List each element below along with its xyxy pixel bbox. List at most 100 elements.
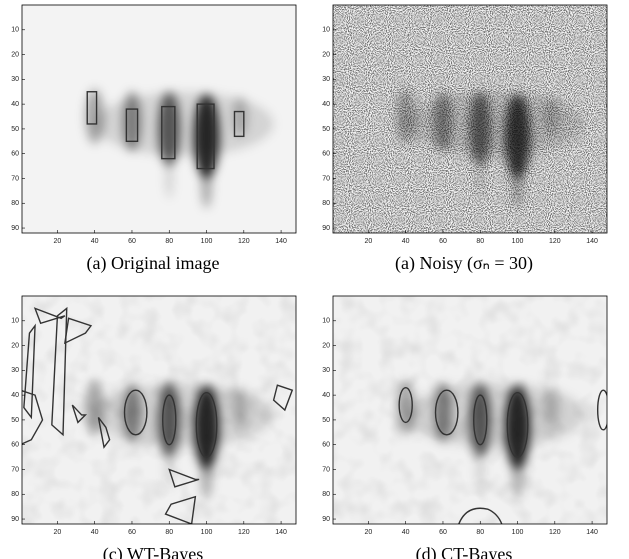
caption: (c) WT-Bayes (103, 544, 203, 559)
y-tick-label: 10 (322, 318, 330, 325)
x-tick-label: 100 (201, 238, 213, 245)
y-tick-label: 10 (322, 27, 330, 34)
x-tick-label: 40 (402, 529, 410, 536)
y-tick-label: 40 (322, 392, 330, 399)
contour (506, 391, 529, 458)
x-tick-label: 60 (439, 529, 447, 536)
mottle (22, 296, 296, 524)
y-tick-label: 30 (11, 76, 19, 83)
contour (23, 323, 36, 420)
contour (196, 103, 215, 170)
y-tick-label: 90 (322, 516, 330, 523)
y-tick-label: 80 (11, 200, 19, 207)
contour (22, 390, 44, 445)
y-tick-label: 40 (11, 101, 19, 108)
contour (473, 394, 488, 446)
contour (162, 394, 177, 446)
contour (164, 495, 197, 524)
y-tick-label: 20 (322, 342, 330, 349)
x-tick-label: 140 (586, 238, 598, 245)
x-tick-label: 140 (586, 529, 598, 536)
contour (33, 307, 66, 325)
x-tick-label: 80 (165, 238, 173, 245)
x-tick-label: 40 (91, 529, 99, 536)
y-tick-label: 90 (11, 225, 19, 232)
x-tick-label: 120 (549, 238, 561, 245)
contour (123, 389, 148, 436)
caption: (a) Noisy (σₙ = 30) (395, 253, 533, 274)
y-tick-label: 60 (11, 151, 19, 158)
image-panel (22, 296, 296, 524)
axes-frame (332, 4, 608, 234)
axes-frame (21, 295, 297, 525)
contour (71, 404, 88, 424)
x-tick-label: 60 (439, 238, 447, 245)
blob (165, 158, 173, 199)
y-tick-label: 30 (322, 367, 330, 374)
x-tick-label: 100 (512, 238, 524, 245)
x-tick-label: 20 (54, 529, 62, 536)
contour (168, 468, 200, 488)
contour (458, 507, 503, 524)
x-tick-label: 40 (402, 238, 410, 245)
contour (434, 389, 459, 436)
x-tick-label: 40 (91, 238, 99, 245)
y-tick-label: 70 (11, 466, 19, 473)
y-tick-label: 80 (322, 491, 330, 498)
y-tick-label: 10 (11, 318, 19, 325)
contour (63, 317, 93, 345)
x-tick-label: 80 (165, 529, 173, 536)
y-tick-label: 20 (322, 51, 330, 58)
y-tick-label: 20 (11, 51, 19, 58)
x-tick-label: 80 (476, 238, 484, 245)
y-tick-label: 30 (11, 367, 19, 374)
y-tick-label: 30 (322, 76, 330, 83)
y-tick-label: 10 (11, 27, 19, 34)
y-tick-label: 50 (322, 417, 330, 424)
contour (272, 384, 294, 412)
contour (161, 105, 176, 160)
y-tick-label: 70 (322, 175, 330, 182)
noise (333, 5, 607, 233)
y-tick-label: 50 (11, 417, 19, 424)
y-tick-label: 40 (11, 392, 19, 399)
contour (86, 91, 98, 125)
caption: (a) Original image (87, 253, 220, 274)
x-tick-label: 100 (512, 529, 524, 536)
contour (233, 110, 245, 138)
y-tick-label: 70 (11, 175, 19, 182)
x-tick-label: 60 (128, 238, 136, 245)
image-panel (333, 296, 607, 524)
contour (398, 386, 413, 424)
x-tick-label: 60 (128, 529, 136, 536)
y-tick-label: 50 (11, 126, 19, 133)
x-tick-label: 120 (238, 529, 250, 536)
axes-frame (21, 4, 297, 234)
blob (94, 91, 274, 157)
x-tick-label: 100 (201, 529, 213, 536)
contour (125, 108, 139, 143)
x-tick-label: 20 (54, 238, 62, 245)
caption: (d) CT-Bayes (416, 544, 513, 559)
contour (596, 389, 607, 431)
y-tick-label: 40 (322, 101, 330, 108)
y-tick-label: 50 (322, 126, 330, 133)
x-tick-label: 20 (365, 529, 373, 536)
y-tick-label: 80 (322, 200, 330, 207)
x-tick-label: 20 (365, 238, 373, 245)
y-tick-label: 60 (322, 151, 330, 158)
x-tick-label: 80 (476, 529, 484, 536)
mottle (333, 296, 607, 524)
y-tick-label: 90 (322, 225, 330, 232)
contour (51, 306, 68, 437)
x-tick-label: 140 (275, 529, 287, 536)
blob (200, 158, 213, 209)
y-tick-label: 20 (11, 342, 19, 349)
y-tick-label: 60 (322, 442, 330, 449)
x-tick-label: 120 (549, 529, 561, 536)
y-tick-label: 70 (322, 466, 330, 473)
y-tick-label: 90 (11, 516, 19, 523)
contour (97, 417, 111, 449)
axes-frame (332, 295, 608, 525)
